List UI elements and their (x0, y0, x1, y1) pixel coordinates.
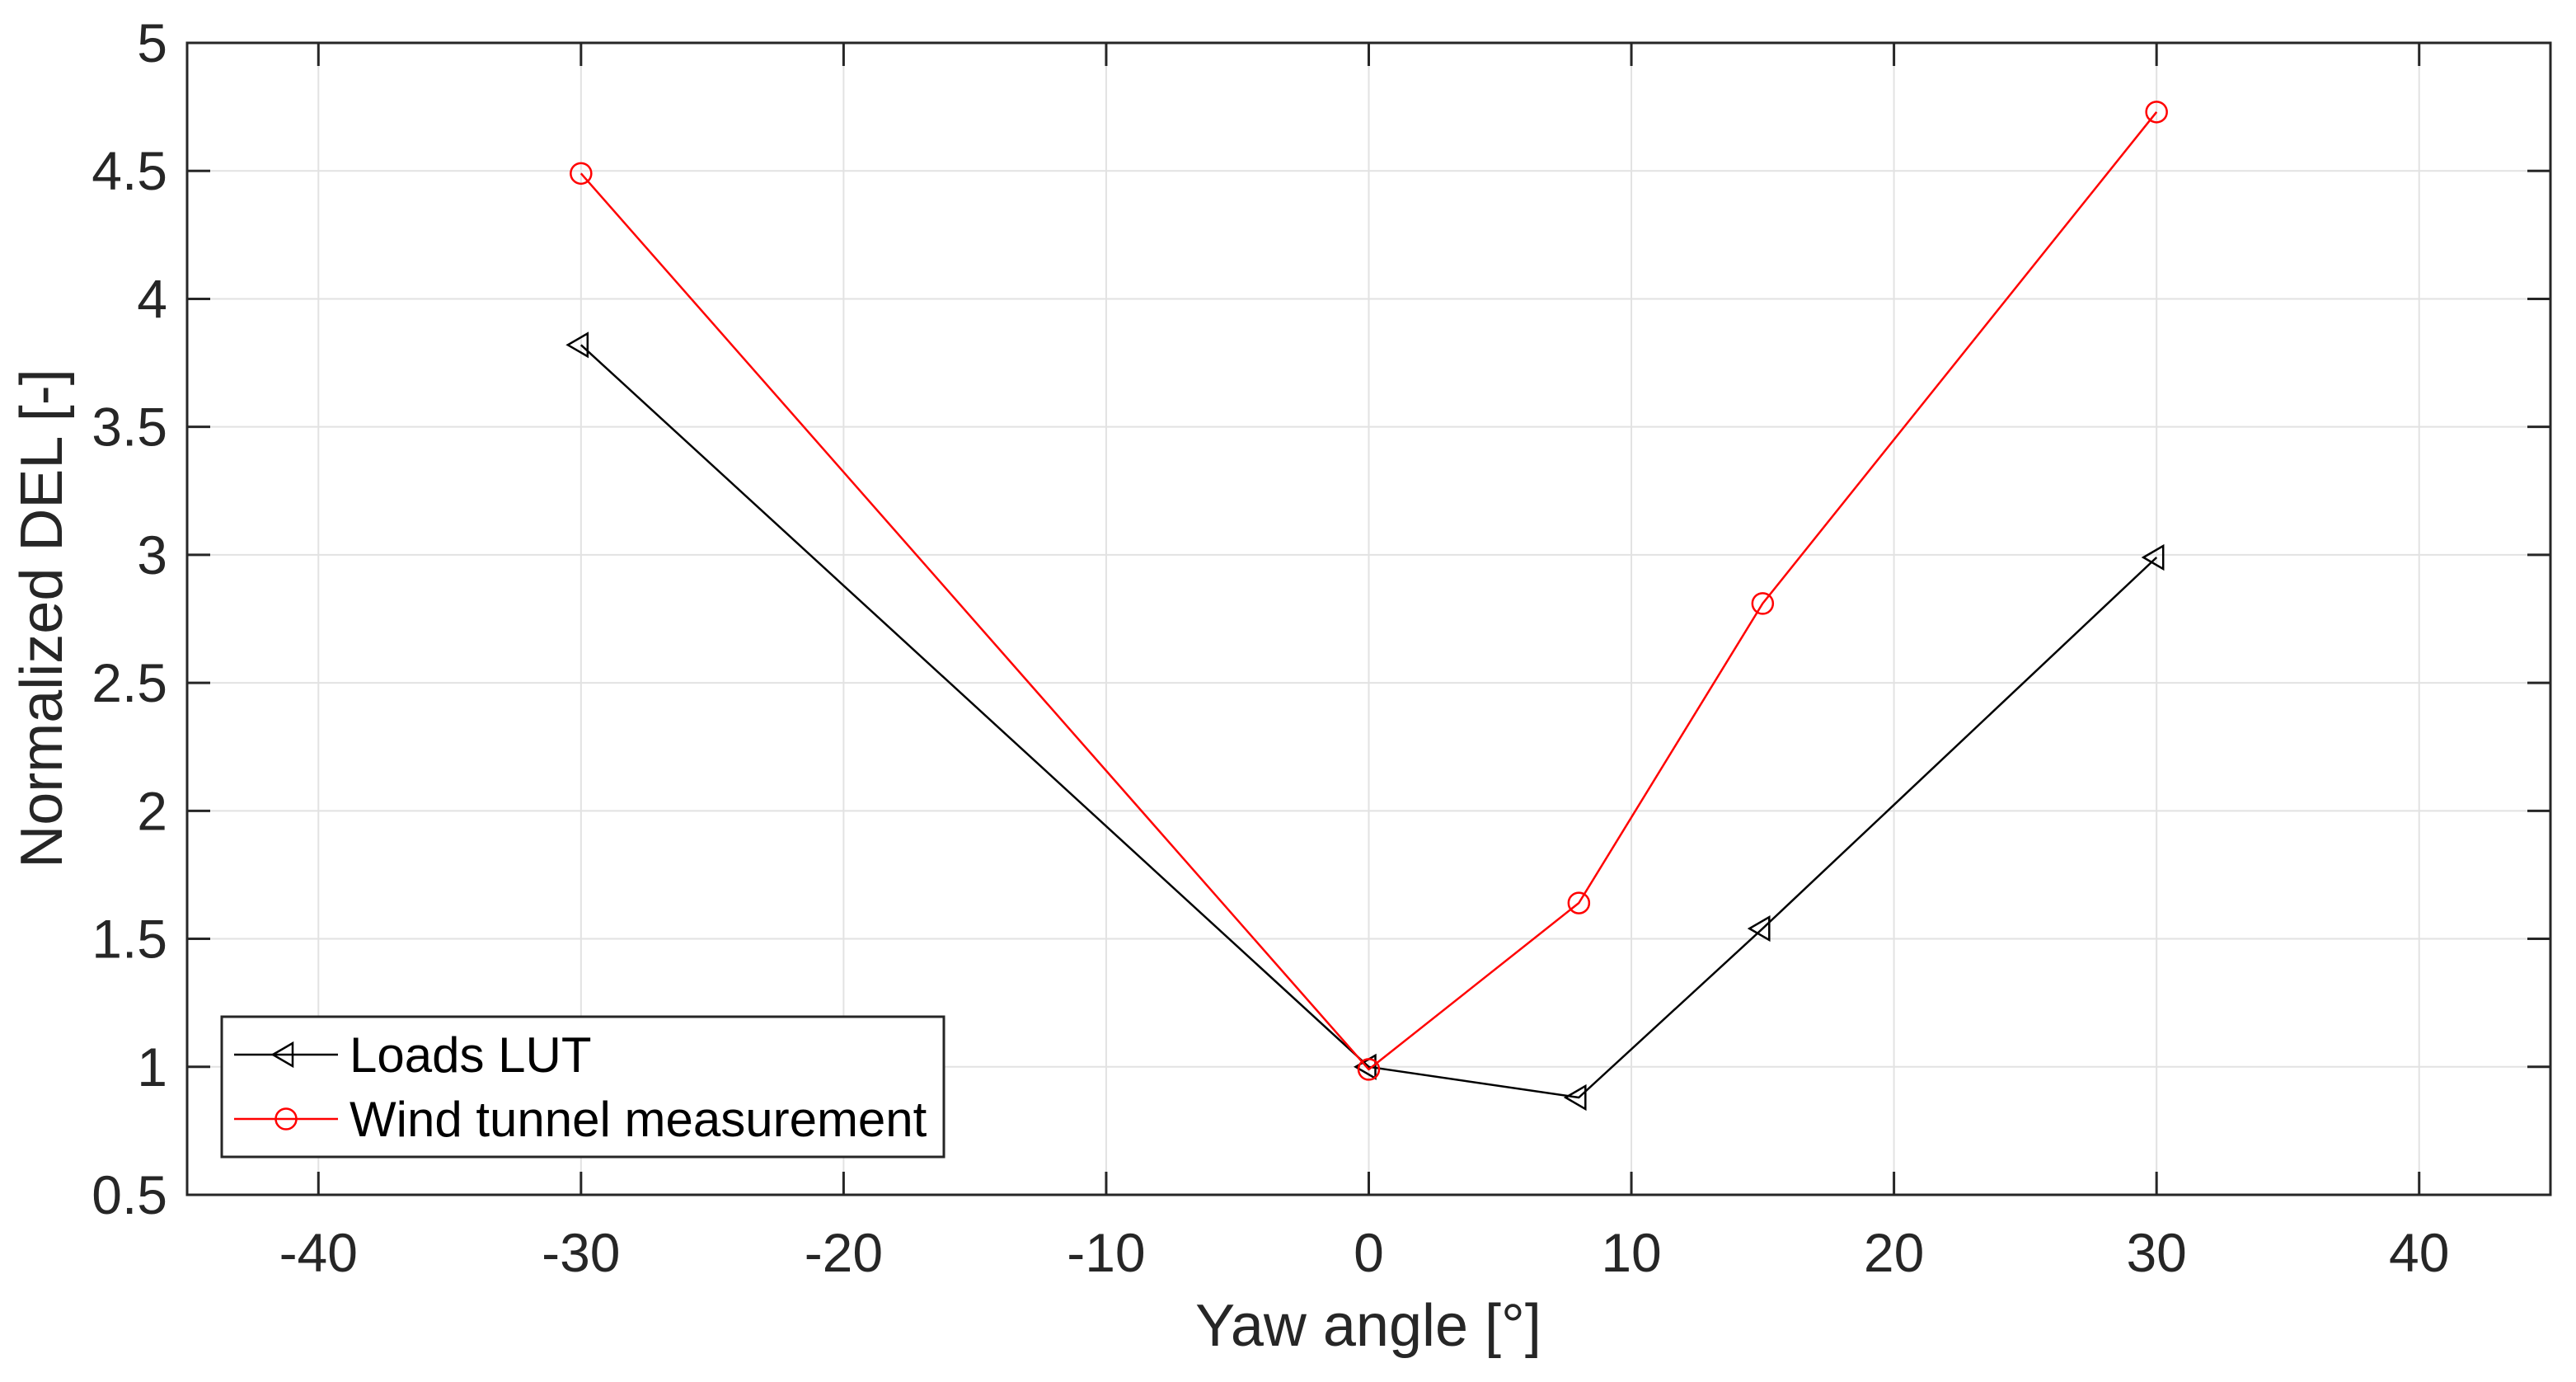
x-tick-labels: -40 -30 -20 -10 0 10 20 30 40 (279, 1222, 2450, 1283)
data-point-marker-loads-lut (2141, 543, 2165, 571)
legend-entry-loads-lut: Loads LUT (234, 1027, 592, 1083)
series-line-wind-tunnel-measurement (579, 111, 2158, 1071)
data-point-marker-loads-lut (1354, 1053, 1377, 1080)
x-tick-label: -10 (1067, 1222, 1145, 1283)
legend-box (220, 1015, 945, 1159)
legend-entry-wind-tunnel-measurement: Wind tunnel measurement (234, 1092, 927, 1147)
y-axis-label: Normalized DEL [-] (9, 369, 75, 868)
legend-label: Wind tunnel measurement (350, 1092, 927, 1147)
x-axis-label: Yaw angle [°] (1195, 1293, 1541, 1359)
legend-sample-marker (274, 1107, 298, 1131)
x-tick-label: -30 (542, 1222, 620, 1283)
data-point-marker-loads-lut (1747, 915, 1771, 942)
y-tick-label: 1 (137, 1036, 167, 1098)
y-tick-labels: 0.5 1 1.5 2 2.5 3 3.5 4 4.5 5 (91, 12, 167, 1225)
x-tick-label: 30 (2126, 1222, 2186, 1283)
y-tick-label: 3 (137, 524, 167, 585)
x-tick-label: 0 (1354, 1222, 1384, 1283)
series-line-loads-lut (579, 344, 2158, 1099)
y-tick-label: 5 (137, 12, 167, 73)
series-loads-lut (565, 331, 2165, 1112)
data-point-marker-loads-lut (1563, 1084, 1587, 1112)
data-point-marker-wind-tunnel-measurement (1357, 1058, 1381, 1081)
series-wind-tunnel-measurement (570, 101, 2168, 1081)
data-point-marker-loads-lut (565, 331, 589, 359)
data-point-marker-wind-tunnel-measurement (2145, 101, 2168, 124)
x-tick-label: -40 (279, 1222, 358, 1283)
axis-ticks (187, 41, 2550, 1196)
data-point-marker-wind-tunnel-measurement (570, 162, 593, 186)
x-tick-label: 20 (1864, 1222, 1924, 1283)
y-tick-label: 0.5 (91, 1164, 167, 1225)
y-tick-label: 4 (137, 268, 167, 329)
y-tick-label: 3.5 (91, 397, 167, 458)
x-tick-label: -20 (805, 1222, 883, 1283)
data-point-marker-wind-tunnel-measurement (1751, 592, 1775, 615)
legend-label: Loads LUT (350, 1027, 592, 1083)
y-tick-label: 4.5 (91, 140, 167, 201)
x-tick-label: 10 (1601, 1222, 1661, 1283)
data-series (565, 101, 2168, 1112)
y-tick-label: 2.5 (91, 652, 167, 713)
y-tick-label: 1.5 (91, 909, 167, 970)
x-tick-label: 40 (2389, 1222, 2449, 1283)
data-point-marker-wind-tunnel-measurement (1567, 891, 1591, 914)
chart-legend: Loads LUT Wind tunnel measurement (220, 1015, 945, 1159)
legend-sample-marker (270, 1041, 294, 1069)
y-tick-label: 2 (137, 780, 167, 841)
